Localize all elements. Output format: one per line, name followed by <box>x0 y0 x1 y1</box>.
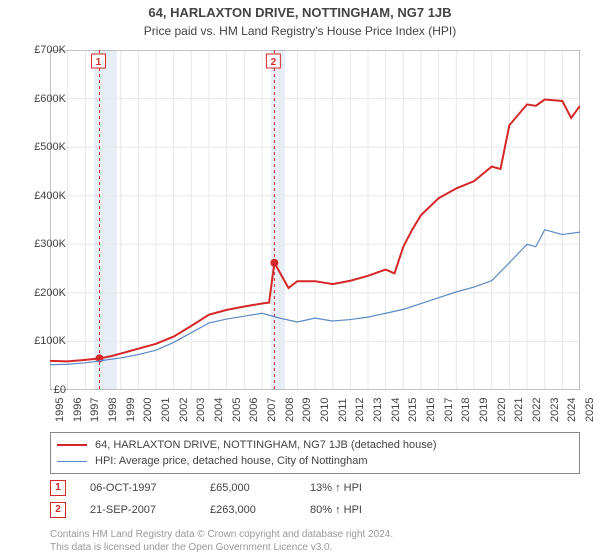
x-tick-label: 2012 <box>354 398 366 422</box>
x-tick-label: 2001 <box>160 398 172 422</box>
event-delta-2: 80% ↑ HPI <box>310 504 362 516</box>
x-tick-label: 2018 <box>460 398 472 422</box>
legend-row-hpi: HPI: Average price, detached house, City… <box>57 453 573 469</box>
svg-text:1: 1 <box>96 57 102 68</box>
y-tick-label: £100K <box>34 335 66 347</box>
event-date-2: 21-SEP-2007 <box>90 504 210 516</box>
x-tick-label: 2013 <box>372 398 384 422</box>
x-tick-label: 2006 <box>248 398 260 422</box>
x-tick-label: 2017 <box>443 398 455 422</box>
x-tick-label: 2022 <box>531 398 543 422</box>
legend-label-hpi: HPI: Average price, detached house, City… <box>95 455 368 467</box>
x-tick-label: 2010 <box>319 398 331 422</box>
event-delta-1: 13% ↑ HPI <box>310 482 362 494</box>
x-tick-label: 1995 <box>54 398 66 422</box>
footer-line-1: Contains HM Land Registry data © Crown c… <box>50 529 393 540</box>
y-tick-label: £400K <box>34 190 66 202</box>
x-tick-label: 2011 <box>337 398 349 422</box>
x-tick-label: 2009 <box>301 398 313 422</box>
x-tick-label: 2023 <box>549 398 561 422</box>
event-price-2: £263,000 <box>210 504 310 516</box>
x-tick-label: 2003 <box>195 398 207 422</box>
legend-swatch-property <box>57 444 87 446</box>
x-tick-label: 1999 <box>125 398 137 422</box>
event-badge-2: 2 <box>50 502 66 518</box>
y-tick-label: £600K <box>34 93 66 105</box>
x-tick-label: 2005 <box>231 398 243 422</box>
svg-text:2: 2 <box>271 57 277 68</box>
x-tick-label: 2016 <box>425 398 437 422</box>
x-tick-label: 2025 <box>584 398 596 422</box>
chart-subtitle: Price paid vs. HM Land Registry's House … <box>0 24 600 38</box>
legend-swatch-hpi <box>57 461 87 462</box>
x-tick-label: 1998 <box>107 398 119 422</box>
y-tick-label: £0 <box>54 384 66 396</box>
x-tick-label: 2024 <box>566 398 578 422</box>
chart-title: 64, HARLAXTON DRIVE, NOTTINGHAM, NG7 1JB <box>0 5 600 20</box>
price-chart: 12 <box>50 50 580 390</box>
event-row-2: 2 21-SEP-2007 £263,000 80% ↑ HPI <box>50 502 580 518</box>
legend-row-property: 64, HARLAXTON DRIVE, NOTTINGHAM, NG7 1JB… <box>57 437 573 453</box>
y-tick-label: £500K <box>34 141 66 153</box>
x-tick-label: 2020 <box>496 398 508 422</box>
x-tick-label: 2000 <box>142 398 154 422</box>
event-price-1: £65,000 <box>210 482 310 494</box>
y-tick-label: £200K <box>34 287 66 299</box>
event-date-1: 06-OCT-1997 <box>90 482 210 494</box>
x-tick-label: 2021 <box>513 398 525 422</box>
x-tick-label: 1997 <box>89 398 101 422</box>
event-row-1: 1 06-OCT-1997 £65,000 13% ↑ HPI <box>50 480 580 496</box>
x-tick-label: 1996 <box>72 398 84 422</box>
y-tick-label: £700K <box>34 44 66 56</box>
x-tick-label: 2004 <box>213 398 225 422</box>
footer-line-2: This data is licensed under the Open Gov… <box>50 542 332 553</box>
x-tick-label: 2014 <box>390 398 402 422</box>
y-tick-label: £300K <box>34 238 66 250</box>
footer-text: Contains HM Land Registry data © Crown c… <box>50 528 580 554</box>
x-tick-label: 2015 <box>407 398 419 422</box>
chart-container: 64, HARLAXTON DRIVE, NOTTINGHAM, NG7 1JB… <box>0 0 600 560</box>
event-badge-1: 1 <box>50 480 66 496</box>
x-tick-label: 2008 <box>284 398 296 422</box>
x-tick-label: 2007 <box>266 398 278 422</box>
legend: 64, HARLAXTON DRIVE, NOTTINGHAM, NG7 1JB… <box>50 432 580 474</box>
legend-label-property: 64, HARLAXTON DRIVE, NOTTINGHAM, NG7 1JB… <box>95 439 437 451</box>
x-tick-label: 2002 <box>178 398 190 422</box>
x-tick-label: 2019 <box>478 398 490 422</box>
